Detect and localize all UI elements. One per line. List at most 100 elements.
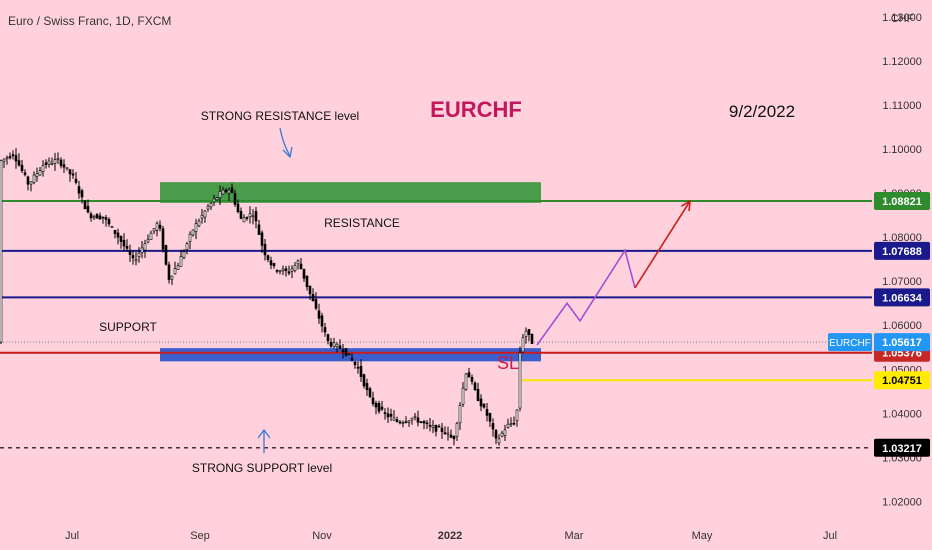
date-label: 9/2/2022 (729, 102, 795, 121)
candle-body (224, 189, 228, 192)
candle-body (200, 214, 204, 219)
candle-body (20, 164, 24, 172)
price-badge-0 (874, 192, 930, 211)
candle-body (515, 409, 519, 421)
candle-body (383, 412, 387, 414)
candle-body (191, 229, 195, 236)
candle-body (389, 413, 393, 417)
candle-body (353, 361, 357, 366)
symbol-header: Euro / Swiss Franc, 1D, FXCM (8, 14, 171, 28)
x-tick-label: Nov (312, 530, 332, 542)
candle-body (398, 421, 402, 424)
candle-body (278, 270, 282, 273)
candle-body (380, 406, 384, 410)
candle-body (263, 243, 267, 256)
price-badge-label: 1.03217 (882, 443, 922, 455)
time-axis[interactable]: Jul Sep Nov 2022 Mar May Jul (65, 530, 837, 542)
candle-body (128, 250, 132, 255)
candle-body (119, 236, 123, 242)
candle-body (134, 259, 138, 262)
candle-body (221, 189, 225, 195)
candle-body (395, 419, 399, 422)
candle-body (491, 423, 495, 430)
candle-body (29, 181, 33, 185)
candle-body (140, 247, 144, 253)
candle-body (473, 382, 477, 391)
candle-body (374, 402, 378, 408)
candle-body (401, 422, 405, 424)
candle-body (425, 422, 429, 425)
sl-label: SL (497, 353, 519, 373)
candle-body (308, 285, 312, 295)
candle-body (347, 353, 351, 356)
price-badge-4 (874, 371, 930, 390)
candle-body (431, 425, 435, 428)
candle-body (419, 421, 423, 423)
candle-body (236, 203, 240, 213)
candle-body (524, 330, 528, 337)
candle-body (125, 245, 129, 249)
candle-body (71, 173, 75, 176)
candle-body (146, 239, 150, 243)
price-badge-1 (874, 241, 930, 260)
candle-body (296, 260, 300, 265)
candle-body (479, 398, 483, 407)
current-price-badge (874, 333, 930, 352)
resistance-label: RESISTANCE (324, 216, 400, 230)
candle-body (203, 210, 207, 218)
candle-body (410, 417, 414, 421)
candle-body (290, 268, 294, 272)
candle-body (170, 275, 174, 280)
candle-body (2, 158, 6, 162)
candle-body (440, 427, 444, 432)
y-tick-label: 1.13000 (882, 12, 922, 24)
candle-body (485, 409, 489, 416)
candle-body (332, 342, 336, 347)
candle-body (242, 217, 246, 223)
candle-body (506, 423, 510, 428)
candle-body (248, 213, 252, 217)
candle-body (95, 214, 99, 219)
candle-body (350, 357, 354, 361)
candle-body (50, 163, 54, 165)
candle-body (311, 294, 315, 302)
candle-body (17, 160, 21, 166)
x-tick-label: May (692, 530, 713, 542)
candle-body (257, 224, 261, 235)
price-badge-5 (874, 438, 930, 457)
candle-body (509, 423, 513, 425)
y-tick-label: 1.11000 (883, 100, 922, 112)
candle-body (44, 162, 48, 166)
candle-body (413, 415, 417, 418)
candle-body (488, 413, 492, 422)
candle-body (86, 205, 90, 213)
candle-body (152, 228, 156, 232)
candle-body (266, 255, 270, 260)
candle-body (281, 268, 285, 272)
price-badge-label: 1.04751 (882, 375, 922, 387)
candle-body (0, 160, 3, 343)
candle-body (254, 211, 258, 222)
candle-body (368, 388, 372, 398)
strong-resistance-label: STRONG RESISTANCE level (201, 109, 359, 123)
candle-body (500, 432, 504, 437)
candle-body (272, 263, 276, 267)
candle-body (11, 154, 15, 156)
candle-body (476, 388, 480, 401)
candle-body (110, 226, 114, 228)
candle-body (116, 232, 120, 238)
projection-arrowhead-icon (680, 199, 691, 212)
candle-body (434, 425, 438, 432)
candle-body (518, 352, 522, 409)
candle-body (449, 434, 453, 438)
candle-body (197, 220, 201, 227)
current-price-label: 1.05617 (882, 337, 922, 349)
candle-body (179, 256, 183, 267)
candle-body (416, 417, 420, 423)
candle-body (23, 172, 27, 175)
x-tick-label: Jul (823, 530, 837, 542)
candle-body (158, 224, 162, 229)
strong-support-label: STRONG SUPPORT level (192, 461, 332, 475)
